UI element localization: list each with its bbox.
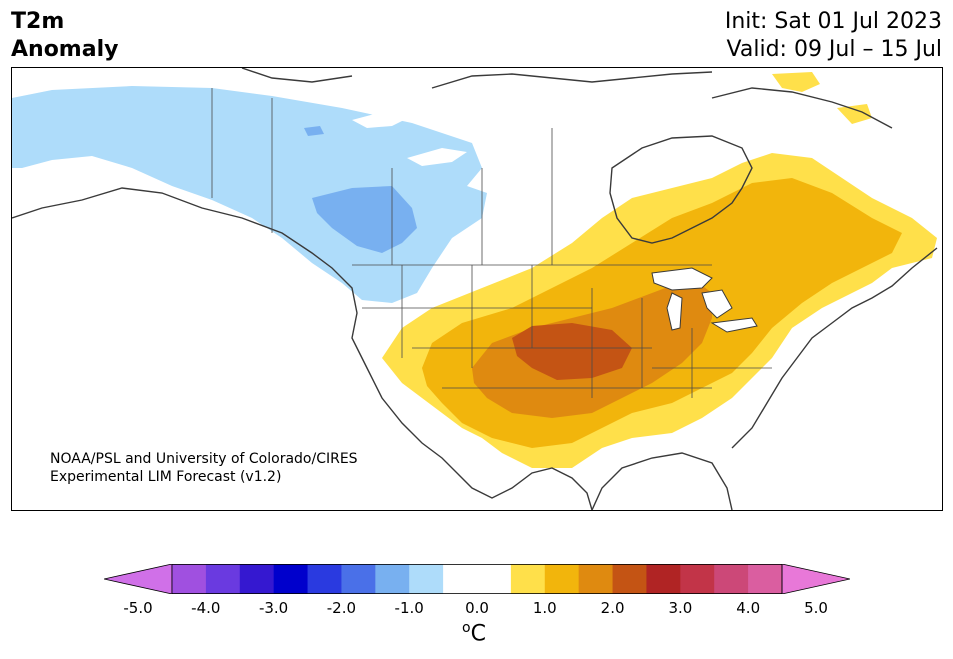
colorbar-min-arrow [104, 564, 173, 594]
great-lakes [651, 267, 758, 333]
colorbar-segment [544, 564, 580, 594]
colorbar-tick-label: 2.0 [600, 599, 625, 617]
colorbar-segment [205, 564, 241, 594]
init-date: Init: Sat 01 Jul 2023 [724, 9, 942, 34]
warm-anomaly-4 [512, 323, 632, 380]
colorbar-tick-label: 1.0 [532, 599, 557, 617]
unit-base: C [470, 621, 486, 647]
colorbar-max-arrow [781, 564, 850, 594]
credit-text: NOAA/PSL and University of Colorado/CIRE… [50, 450, 358, 486]
colorbar-tick-label: 4.0 [736, 599, 761, 617]
colorbar-tick-label: 3.0 [668, 599, 693, 617]
colorbar-segment [578, 564, 614, 594]
credit-line-2: Experimental LIM Forecast (v1.2) [50, 469, 282, 485]
colorbar-segment [714, 564, 749, 594]
colorbar-segment [307, 564, 342, 594]
colorbar-segment [680, 564, 715, 594]
colorbar-unit: oC [462, 620, 486, 646]
colorbar-tick-label: 0.0 [465, 599, 489, 617]
forecast-dates: Init: Sat 01 Jul 2023 Valid: 09 Jul – 15… [725, 8, 942, 64]
colorbar-segment [375, 564, 410, 594]
title-line-1: T2m [11, 9, 65, 34]
title-line-2: Anomaly [11, 37, 119, 62]
colorbar-segment [273, 564, 309, 594]
colorbar-tick-label: -2.0 [326, 599, 357, 617]
colorbar-tick-label: -1.0 [394, 599, 424, 617]
valid-range: Valid: 09 Jul – 15 Jul [726, 37, 942, 62]
cold-anomaly-mid [312, 186, 417, 253]
political-borders [211, 88, 772, 398]
colorbar-segment [748, 564, 783, 594]
colorbar-segment [409, 564, 444, 594]
map-title: T2m Anomaly [11, 8, 118, 64]
colorbar-segment [443, 564, 478, 594]
colorbar-segment [612, 564, 647, 594]
colorbar-tick-label: -5.0 [123, 599, 153, 617]
colorbar-segment [172, 564, 207, 594]
colorbar-tick-label: -3.0 [258, 599, 289, 617]
colorbar-segment [646, 564, 681, 594]
colorbar-segment [239, 564, 275, 594]
map-canvas [12, 68, 942, 510]
colorbar-segment [341, 564, 376, 594]
coastlines [12, 68, 938, 510]
colorbar-segment [510, 564, 546, 594]
colorbar-tick-label: 5.0 [804, 599, 828, 617]
colorbar-tick-label: -4.0 [191, 599, 221, 617]
unit-degree: o [462, 620, 471, 636]
colorbar [104, 564, 850, 594]
colorbar-segment [477, 564, 512, 594]
credit-line-1: NOAA/PSL and University of Colorado/CIRE… [50, 451, 358, 467]
anomaly-map: NOAA/PSL and University of Colorado/CIRE… [11, 67, 943, 511]
